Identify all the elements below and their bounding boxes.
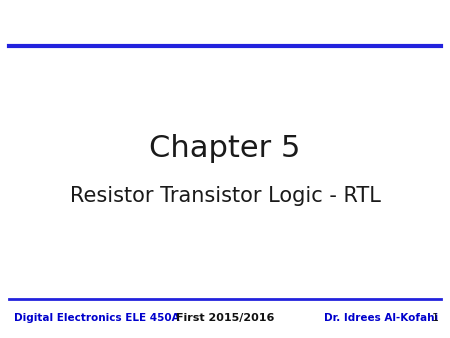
Text: Digital Electronics ELE 450A: Digital Electronics ELE 450A xyxy=(14,313,179,323)
Text: Chapter 5: Chapter 5 xyxy=(149,134,301,163)
Text: First 2015/2016: First 2015/2016 xyxy=(176,313,274,323)
Text: 1: 1 xyxy=(432,313,439,323)
Text: Resistor Transistor Logic - RTL: Resistor Transistor Logic - RTL xyxy=(70,186,380,206)
Text: Dr. Idrees Al-Kofahi: Dr. Idrees Al-Kofahi xyxy=(324,313,438,323)
